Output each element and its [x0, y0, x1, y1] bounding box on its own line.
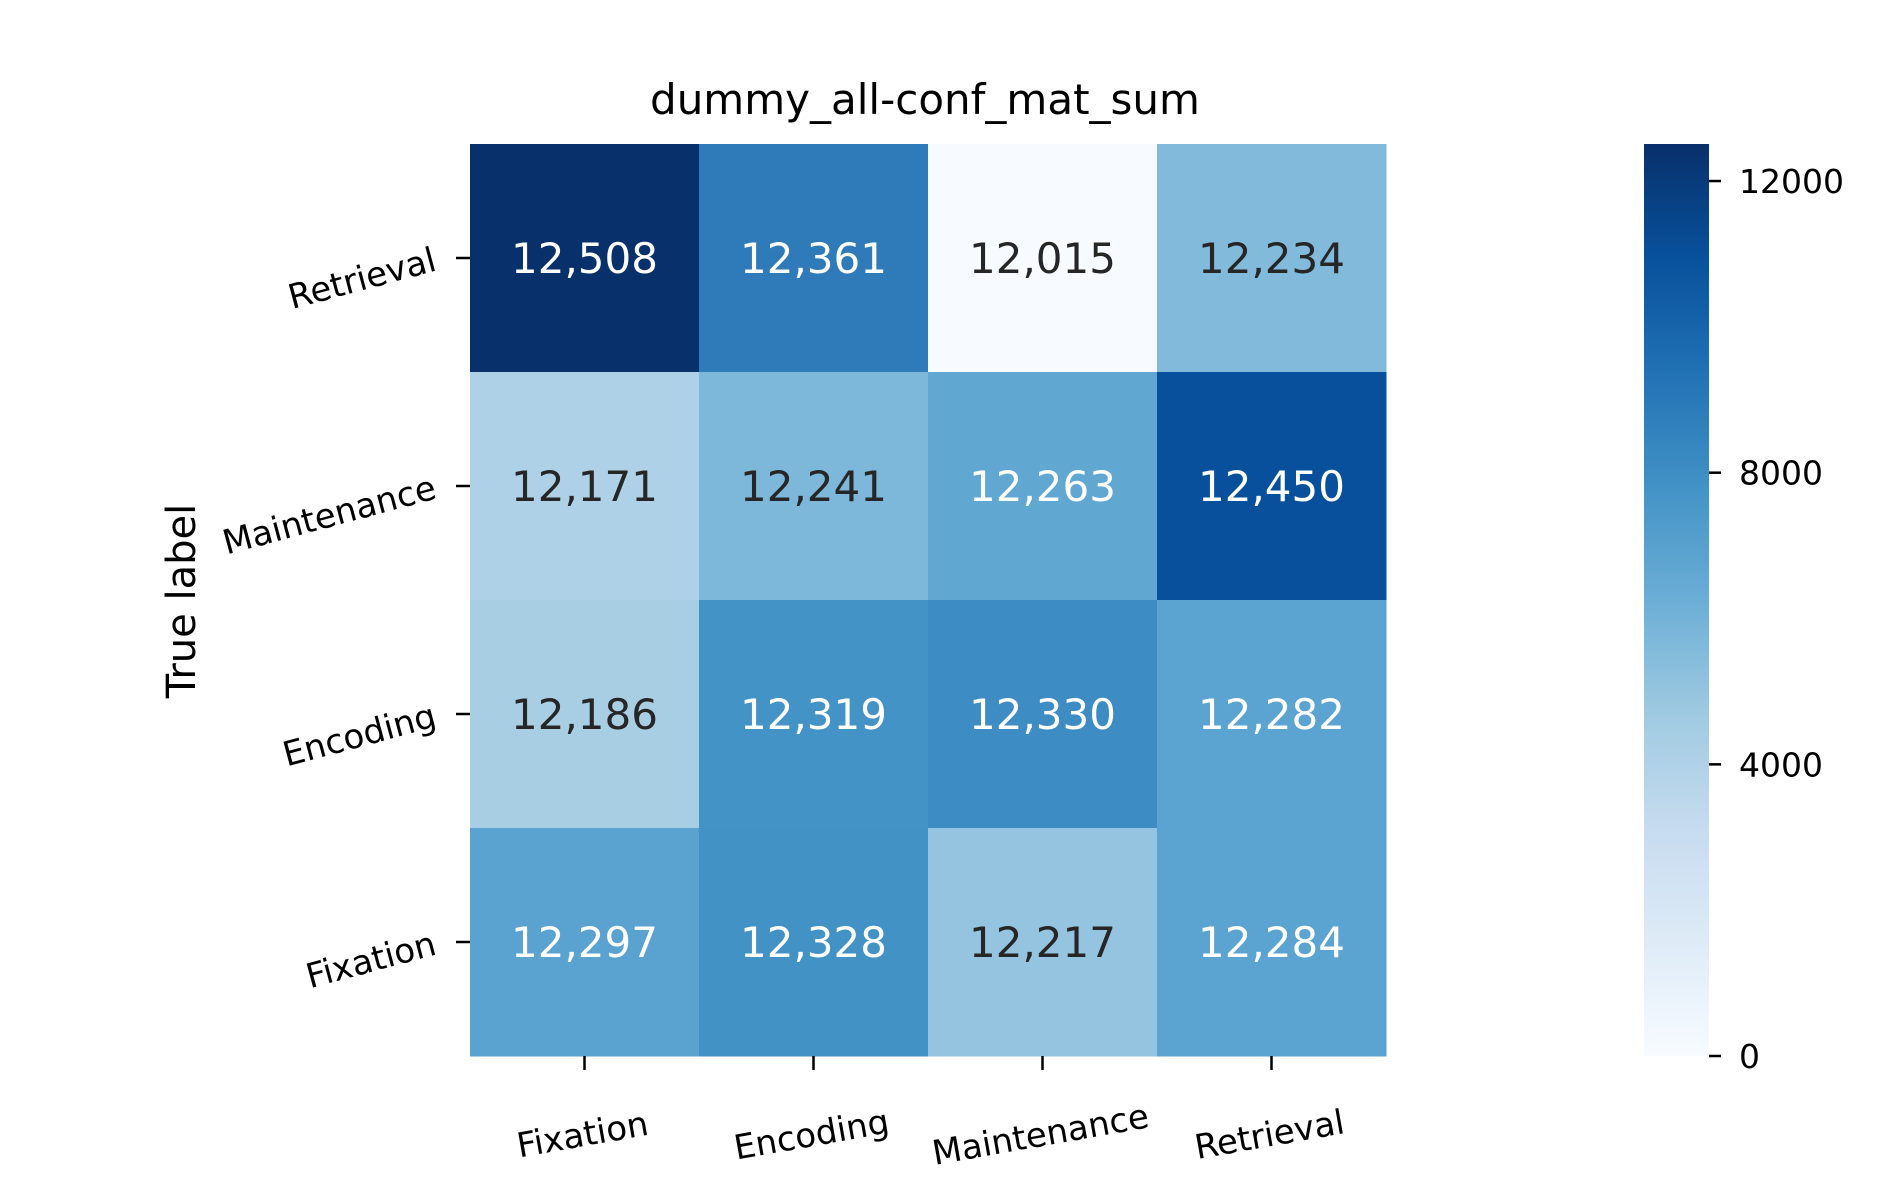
y-tick-label: Retrieval	[284, 240, 440, 318]
heatmap-cell	[470, 144, 700, 373]
heatmap-cell	[699, 600, 929, 829]
cell-value-label: 12,328	[740, 918, 887, 967]
cell-value-label: 12,241	[740, 462, 887, 511]
cell-value-label: 12,508	[511, 234, 658, 283]
cell-value-label: 12,186	[511, 690, 658, 739]
heatmap-cell	[1157, 144, 1387, 373]
heatmap-cell-labels: 12,508 12,361 12,015 12,234 12,171 12,241 12,2…	[511, 234, 1345, 967]
heatmap-cell	[470, 828, 700, 1057]
x-tick-label: Fixation	[514, 1104, 652, 1166]
heatmap-cell	[928, 144, 1158, 373]
cell-value-label: 12,263	[969, 462, 1116, 511]
colorbar-ticks: 0 4000 8000 12000	[1709, 162, 1844, 1076]
y-axis: Retrieval Maintenance Encoding Fixation	[218, 240, 470, 997]
x-axis: Fixation Encoding Maintenance Retrieval	[514, 1056, 1348, 1174]
cell-value-label: 12,171	[511, 462, 658, 511]
heatmap-cell	[1157, 372, 1387, 601]
x-tick-label: Encoding	[731, 1102, 892, 1169]
x-tick-label: Maintenance	[929, 1096, 1152, 1173]
cell-value-label: 12,297	[511, 918, 658, 967]
y-tick-label: Maintenance	[218, 468, 440, 563]
heatmap-cell	[928, 600, 1158, 829]
colorbar-tick-label: 12000	[1739, 162, 1844, 201]
cell-value-label: 12,282	[1198, 690, 1345, 739]
y-tick-label: Encoding	[279, 696, 441, 775]
heatmap-cell	[928, 828, 1158, 1057]
y-tick-label: Fixation	[302, 924, 440, 997]
heatmap-cell	[699, 828, 929, 1057]
cell-value-label: 12,284	[1198, 918, 1345, 967]
heatmap-cell	[470, 600, 700, 829]
colorbar-gradient	[1644, 144, 1709, 1056]
heatmap-cell	[928, 372, 1158, 601]
y-axis-label: True label	[159, 504, 205, 699]
heatmap-cell	[699, 144, 929, 373]
heatmap-cells	[470, 144, 1387, 1057]
cell-value-label: 12,361	[740, 234, 887, 283]
cell-value-label: 12,234	[1198, 234, 1345, 283]
cell-value-label: 12,319	[740, 690, 887, 739]
colorbar-tick-label: 4000	[1739, 745, 1823, 784]
heatmap-cell	[1157, 600, 1387, 829]
colorbar-tick-label: 8000	[1739, 454, 1823, 493]
x-tick-label: Retrieval	[1192, 1102, 1348, 1168]
cell-value-label: 12,450	[1198, 462, 1345, 511]
colorbar-tick-label: 0	[1739, 1037, 1760, 1076]
cell-value-label: 12,330	[969, 690, 1116, 739]
heatmap-cell	[470, 372, 700, 601]
heatmap-cell	[699, 372, 929, 601]
cell-value-label: 12,015	[969, 234, 1116, 283]
heatmap-cell	[1157, 828, 1387, 1057]
cell-value-label: 12,217	[969, 918, 1116, 967]
colorbar: 0 4000 8000 12000	[1644, 144, 1844, 1076]
chart-title: dummy_all-conf_mat_sum	[650, 75, 1200, 124]
